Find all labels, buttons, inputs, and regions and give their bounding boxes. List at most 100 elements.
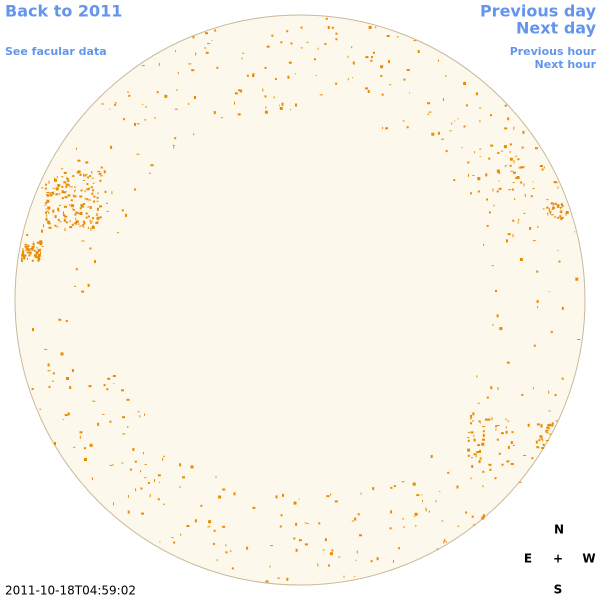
- facula: [512, 234, 514, 238]
- facula: [84, 458, 87, 461]
- facula: [61, 197, 64, 200]
- facula: [561, 204, 564, 207]
- facula: [74, 190, 76, 193]
- facula: [359, 534, 362, 537]
- facula: [505, 426, 507, 429]
- facula: [548, 291, 550, 293]
- next-hour-link[interactable]: Next hour: [535, 58, 597, 71]
- facula: [96, 207, 99, 211]
- facula: [355, 559, 357, 561]
- facula: [46, 214, 48, 217]
- facula: [406, 69, 410, 71]
- facula: [537, 225, 539, 228]
- facula: [77, 213, 80, 215]
- facula: [72, 194, 74, 197]
- facula: [44, 348, 48, 350]
- next-day-link[interactable]: Next day: [516, 19, 597, 38]
- previous-hour-link[interactable]: Previous hour: [510, 45, 597, 58]
- facula: [222, 525, 226, 528]
- facula: [180, 533, 182, 536]
- facula: [505, 430, 508, 434]
- facula: [328, 564, 330, 567]
- facula: [536, 270, 539, 273]
- facula: [435, 500, 437, 503]
- facula: [488, 157, 491, 160]
- facula: [427, 113, 430, 115]
- facula: [509, 164, 512, 167]
- back-link[interactable]: Back to 2011: [5, 2, 122, 21]
- facula: [456, 485, 459, 489]
- facula: [437, 131, 440, 135]
- facula: [372, 487, 375, 491]
- facula: [360, 492, 362, 495]
- facula: [79, 207, 82, 210]
- facula: [479, 422, 481, 424]
- facula: [504, 165, 506, 168]
- facula: [87, 227, 89, 229]
- facula: [547, 426, 550, 430]
- facula: [517, 158, 520, 161]
- facula: [545, 440, 549, 441]
- facula: [488, 463, 492, 466]
- facula: [95, 222, 99, 225]
- facula: [412, 482, 416, 486]
- facula: [523, 183, 525, 187]
- facula: [540, 437, 542, 440]
- facula: [365, 56, 369, 59]
- facula: [83, 179, 85, 181]
- facula: [87, 176, 90, 179]
- facula: [574, 231, 576, 233]
- facula: [548, 410, 551, 412]
- facula: [273, 96, 275, 99]
- facula: [29, 251, 32, 255]
- facula: [482, 514, 485, 518]
- facula: [540, 424, 543, 428]
- facula: [246, 546, 249, 550]
- facula: [470, 192, 472, 195]
- facula: [482, 426, 485, 428]
- facula: [541, 447, 545, 449]
- facular-link[interactable]: See facular data: [5, 45, 107, 58]
- facula: [95, 214, 98, 216]
- facula: [290, 109, 292, 110]
- facula: [62, 419, 64, 420]
- facula: [162, 457, 164, 461]
- facula: [555, 216, 557, 218]
- facula: [478, 460, 481, 464]
- facula: [510, 441, 513, 444]
- facula: [527, 423, 530, 427]
- facula: [551, 202, 553, 205]
- facula: [32, 247, 34, 250]
- facula: [518, 167, 520, 169]
- facula: [112, 375, 116, 377]
- facula: [114, 102, 117, 104]
- facula: [300, 47, 303, 49]
- facula: [127, 426, 129, 428]
- facula: [482, 430, 485, 433]
- facula: [542, 208, 545, 210]
- facula: [507, 420, 510, 422]
- facula: [550, 331, 553, 334]
- facula: [56, 226, 59, 228]
- facula: [82, 226, 85, 228]
- facula: [194, 96, 196, 99]
- facula: [322, 549, 325, 551]
- facula: [539, 165, 543, 167]
- facula: [388, 60, 390, 64]
- facula: [89, 443, 93, 447]
- facula: [523, 455, 527, 456]
- facula: [33, 254, 37, 257]
- facula: [515, 177, 518, 180]
- facula: [252, 74, 255, 78]
- facula: [507, 117, 510, 121]
- facula: [444, 538, 446, 542]
- facula: [275, 495, 278, 499]
- facula: [179, 463, 182, 467]
- facula: [129, 468, 132, 471]
- facula-layer: [21, 17, 581, 583]
- facula: [158, 62, 160, 66]
- facula: [547, 212, 549, 216]
- facula: [191, 69, 195, 72]
- previous-day-link[interactable]: Previous day: [480, 2, 597, 21]
- facula: [542, 438, 544, 442]
